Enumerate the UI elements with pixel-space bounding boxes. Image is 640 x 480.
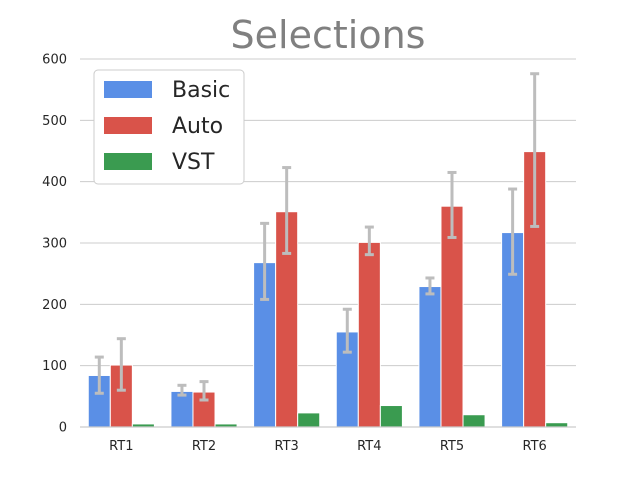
y-axis-tick-labels: 0 100 200 300 400 500 600 (42, 53, 67, 436)
legend: Basic Auto VST (93, 69, 245, 185)
y-tick-label-200: 200 (42, 298, 67, 313)
bar-vst-rt5 (462, 414, 486, 428)
y-tick-label-300: 300 (42, 237, 67, 252)
chart-title: Selections (231, 13, 426, 57)
error-bar-basic-rt1 (94, 355, 104, 395)
error-bar-auto-rt3 (282, 166, 292, 255)
y-tick-label-500: 500 (42, 114, 67, 129)
error-bar-basic-rt6 (508, 187, 518, 276)
bars (87, 151, 569, 428)
x-tick-label-rt4: RT4 (357, 439, 381, 454)
x-tick-label-rt6: RT6 (523, 439, 547, 454)
legend-swatch-auto (104, 117, 152, 134)
x-tick-label-rt2: RT2 (192, 439, 216, 454)
y-tick-label-100: 100 (42, 359, 67, 374)
error-bars (94, 72, 540, 402)
y-tick-label-400: 400 (42, 175, 67, 190)
error-bar-basic-rt3 (260, 221, 270, 301)
bar-vst-rt6 (545, 422, 569, 428)
error-bar-basic-rt5 (425, 276, 435, 296)
bar-auto-rt5 (440, 205, 464, 428)
legend-label-vst: VST (172, 150, 215, 175)
x-axis-tick-labels: RT1 RT2 RT3 RT4 RT5 RT6 (109, 439, 547, 454)
error-bar-auto-rt5 (447, 170, 457, 239)
legend-label-basic: Basic (172, 78, 230, 103)
bar-vst-rt3 (297, 412, 321, 428)
error-bar-auto-rt1 (116, 337, 126, 392)
bar-auto-rt4 (357, 241, 381, 428)
x-tick-label-rt3: RT3 (275, 439, 299, 454)
x-tick-label-rt5: RT5 (440, 439, 464, 454)
y-tick-label-0: 0 (59, 421, 67, 436)
legend-swatch-basic (104, 81, 152, 98)
legend-label-auto: Auto (172, 114, 223, 139)
error-bar-auto-rt2 (199, 380, 209, 402)
error-bar-basic-rt2 (177, 383, 187, 397)
error-bar-auto-rt6 (530, 72, 540, 228)
error-bar-basic-rt4 (342, 307, 352, 354)
x-tick-label-rt1: RT1 (109, 439, 133, 454)
y-tick-label-600: 600 (42, 53, 67, 68)
bar-vst-rt4 (379, 405, 403, 428)
error-bar-auto-rt4 (364, 225, 374, 257)
legend-swatch-vst (104, 153, 152, 170)
bar-basic-rt5 (418, 286, 442, 428)
bar-basic-rt2 (170, 390, 194, 428)
